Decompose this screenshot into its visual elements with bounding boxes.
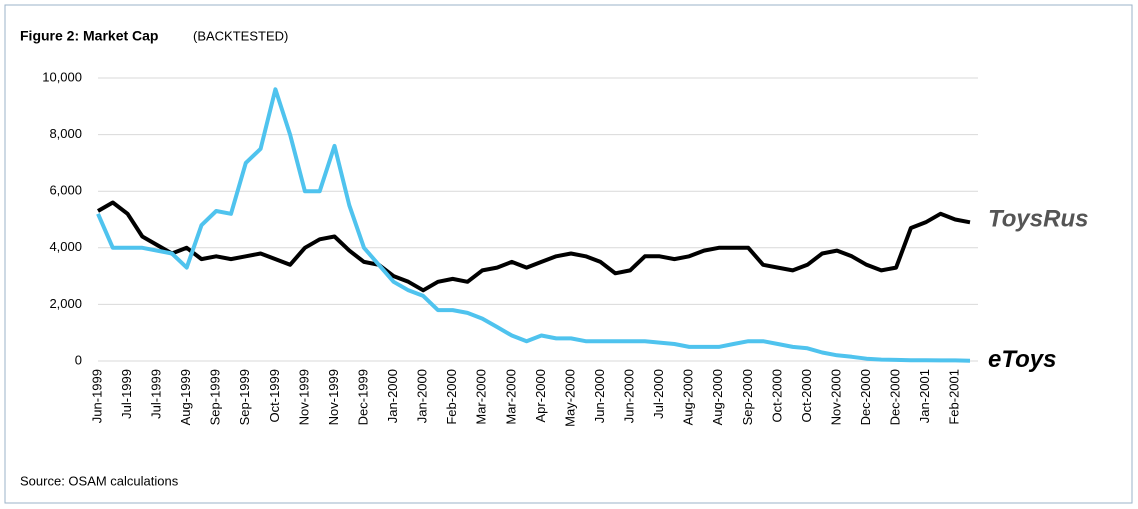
x-tick-label: Aug-2000 [710,369,725,425]
x-tick-label: Mar-2000 [503,369,518,425]
x-tick-label: Jun-2000 [622,369,637,423]
x-tick-label: Nov-1999 [326,369,341,425]
x-tick-label: Mar-2000 [474,369,489,425]
x-tick-label: Feb-2000 [444,369,459,425]
x-tick-label: Feb-2001 [947,369,962,425]
y-tick-label: 2,000 [49,296,82,311]
x-tick-label: May-2000 [562,369,577,427]
x-tick-label: Dec-1999 [355,369,370,425]
y-tick-label: 8,000 [49,126,82,141]
x-tick-label: Jan-2000 [385,369,400,423]
x-tick-label: Oct-1999 [267,369,282,422]
x-tick-label: Oct-2000 [769,369,784,422]
x-tick-label: Jan-2001 [917,369,932,423]
x-tick-label: Jul-1999 [119,369,134,419]
y-tick-label: 4,000 [49,239,82,254]
x-tick-label: Sep-1999 [237,369,252,425]
y-tick-label: 0 [75,352,82,367]
series-line [97,200,971,293]
x-tick-label: Aug-1999 [178,369,193,425]
x-tick-label: Dec-2000 [858,369,873,425]
x-tick-label: Nov-2000 [828,369,843,425]
x-tick-label: Jan-2000 [415,369,430,423]
legend-label: eToys [988,346,1056,373]
chart-title: Figure 2: Market Cap [20,28,158,44]
y-tick-label: 6,000 [49,183,82,198]
y-tick-label: 10,000 [42,69,82,84]
chart-subtitle: (BACKTESTED) [193,28,288,43]
legend-label: ToysRus [988,206,1088,233]
series-line [96,87,971,363]
x-tick-label: Nov-1999 [296,369,311,425]
x-tick-label: Oct-2000 [799,369,814,422]
source-note: Source: OSAM calculations [20,473,179,488]
x-tick-label: Jun-2000 [592,369,607,423]
x-tick-label: Jun-1999 [89,369,104,423]
x-tick-label: Jul-1999 [149,369,164,419]
x-tick-label: Apr-2000 [533,369,548,422]
x-tick-label: Sep-1999 [208,369,223,425]
x-tick-label: Jul-2000 [651,369,666,419]
x-tick-label: Dec-2000 [888,369,903,425]
x-tick-label: Sep-2000 [740,369,755,425]
x-tick-label: Aug-2000 [681,369,696,425]
